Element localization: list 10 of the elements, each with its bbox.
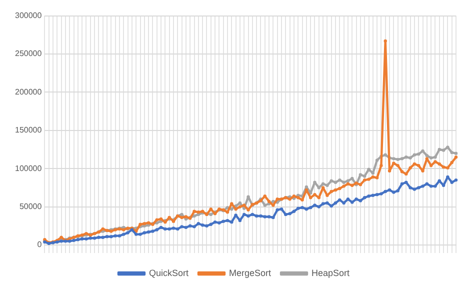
y-tick-label: 50000: [19, 202, 42, 212]
legend-label: HeapSort: [312, 268, 350, 278]
legend-label: QuickSort: [148, 268, 189, 278]
y-tick-label: 200000: [14, 87, 42, 96]
y-tick-label: 100000: [14, 164, 42, 173]
y-tick-label: 0: [37, 240, 42, 250]
legend-label: MergeSort: [228, 268, 272, 278]
y-tick-label: 300000: [14, 11, 42, 20]
y-tick-label: 150000: [14, 126, 42, 135]
y-tick-label: 250000: [14, 49, 42, 58]
